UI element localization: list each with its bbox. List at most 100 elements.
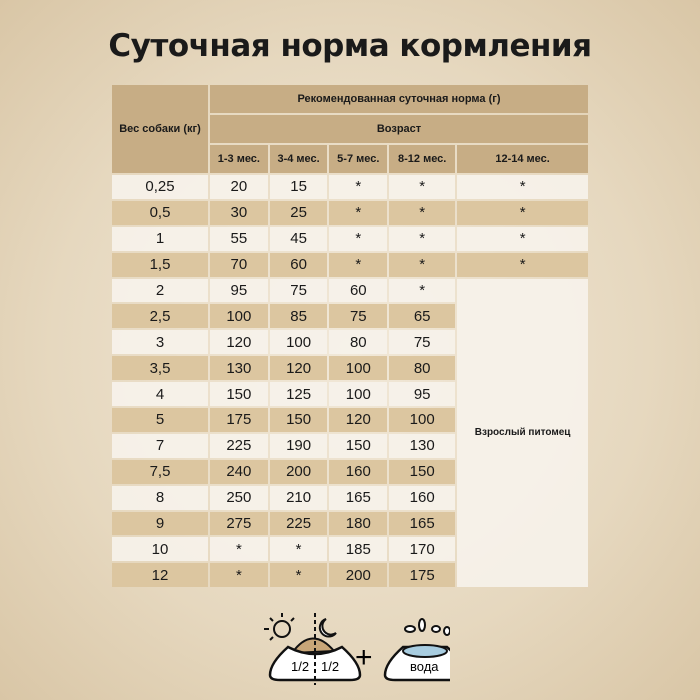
- amount-cell: 15: [269, 175, 328, 199]
- table-row: 9 275 225 180 165: [112, 511, 588, 536]
- age-column-header: 12-14 мес.: [457, 145, 588, 173]
- table-row: 12 * * 200 175: [112, 563, 588, 588]
- water-bowl-icon: [383, 618, 450, 682]
- amount-cell: *: [269, 537, 328, 562]
- amount-cell: 65: [389, 304, 456, 329]
- amount-cell: 60: [269, 252, 328, 277]
- amount-cell: *: [269, 563, 328, 588]
- table-row: 7,5 240 200 160 150: [112, 459, 588, 484]
- amount-cell: 200: [269, 459, 328, 484]
- amount-cell: *: [457, 200, 588, 225]
- page-title: Суточная норма кормления: [108, 28, 592, 64]
- food-bowl-icon: [268, 613, 362, 685]
- amount-cell: *: [457, 252, 588, 277]
- amount-cell: *: [389, 278, 456, 303]
- amount-cell: 95: [210, 278, 268, 303]
- weight-cell: 10: [112, 537, 208, 562]
- amount-cell: 240: [210, 459, 268, 484]
- amount-cell: *: [389, 175, 456, 199]
- amount-cell: 165: [389, 511, 456, 536]
- amount-cell: *: [210, 563, 268, 588]
- amount-cell: 55: [210, 226, 268, 251]
- amount-cell: 225: [269, 511, 328, 536]
- adult-pet-cell: Взрослый питомец: [457, 278, 588, 588]
- weight-cell: 5: [112, 408, 208, 432]
- amount-cell: *: [389, 226, 456, 251]
- amount-cell: 150: [210, 382, 268, 407]
- amount-cell: 210: [269, 485, 328, 510]
- amount-cell: *: [389, 252, 456, 277]
- amount-cell: 60: [329, 278, 388, 303]
- table-row: 10 * * 185 170: [112, 537, 588, 562]
- amount-cell: 150: [329, 433, 388, 458]
- amount-cell: 150: [269, 408, 328, 432]
- half-left-label: 1/2: [291, 659, 309, 674]
- amount-cell: 80: [329, 330, 388, 355]
- recommended-header: Рекомендованная суточная норма (г): [210, 85, 588, 113]
- table-row: 0,5 30 25 * * *: [112, 200, 588, 225]
- weight-cell: 2,5: [112, 304, 208, 329]
- amount-cell: 100: [269, 330, 328, 355]
- amount-cell: *: [329, 226, 388, 251]
- weight-cell: 12: [112, 563, 208, 588]
- amount-cell: 120: [210, 330, 268, 355]
- weight-header: Вес собаки (кг): [112, 85, 208, 173]
- table-row: 0,25 20 15 * * *: [112, 175, 588, 199]
- feeding-table: Вес собаки (кг) Рекомендованная суточная…: [110, 83, 590, 589]
- weight-cell: 1: [112, 226, 208, 251]
- weight-cell: 4: [112, 382, 208, 407]
- age-column-header: 8-12 мес.: [389, 145, 456, 173]
- amount-cell: 100: [389, 408, 456, 432]
- amount-cell: 120: [269, 356, 328, 381]
- table-row: 1 55 45 * * *: [112, 226, 588, 251]
- moon-icon: [318, 618, 337, 638]
- weight-cell: 0,5: [112, 200, 208, 225]
- amount-cell: 100: [210, 304, 268, 329]
- age-column-header: 3-4 мес.: [269, 145, 328, 173]
- weight-cell: 9: [112, 511, 208, 536]
- amount-cell: 95: [389, 382, 456, 407]
- amount-cell: 85: [269, 304, 328, 329]
- amount-cell: *: [457, 226, 588, 251]
- weight-cell: 0,25: [112, 175, 208, 199]
- table-row: 3 120 100 80 75: [112, 330, 588, 355]
- amount-cell: 275: [210, 511, 268, 536]
- amount-cell: 25: [269, 200, 328, 225]
- table-row: 2 95 75 60 * Взрослый питомец: [112, 278, 588, 588]
- table-row: 1,5 70 60 * * *: [112, 252, 588, 277]
- amount-cell: 120: [329, 408, 388, 432]
- amount-cell: *: [389, 200, 456, 225]
- age-column-header: 1-3 мес.: [210, 145, 268, 173]
- amount-cell: *: [457, 175, 588, 199]
- amount-cell: 45: [269, 226, 328, 251]
- amount-cell: 165: [329, 485, 388, 510]
- amount-cell: 75: [329, 304, 388, 329]
- plus-sign: +: [355, 641, 373, 674]
- amount-cell: 20: [210, 175, 268, 199]
- table-row: 3,5 130 120 100 80: [112, 356, 588, 381]
- amount-cell: 170: [389, 537, 456, 562]
- amount-cell: 80: [389, 356, 456, 381]
- amount-cell: 175: [389, 563, 456, 588]
- sun-icon: [264, 613, 295, 641]
- weight-cell: 7,5: [112, 459, 208, 484]
- weight-cell: 3: [112, 330, 208, 355]
- amount-cell: *: [210, 537, 268, 562]
- amount-cell: 30: [210, 200, 268, 225]
- amount-cell: 100: [329, 356, 388, 381]
- amount-cell: 125: [269, 382, 328, 407]
- weight-cell: 3,5: [112, 356, 208, 381]
- amount-cell: *: [329, 252, 388, 277]
- age-header: Возраст: [210, 115, 588, 143]
- amount-cell: 175: [210, 408, 268, 432]
- amount-cell: 250: [210, 485, 268, 510]
- amount-cell: *: [329, 175, 388, 199]
- amount-cell: 200: [329, 563, 388, 588]
- feeding-illustration: 1/2 1/2 + вода: [264, 613, 450, 685]
- half-right-label: 1/2: [321, 659, 339, 674]
- amount-cell: 185: [329, 537, 388, 562]
- age-column-header: 5-7 мес.: [329, 145, 388, 173]
- amount-cell: 150: [389, 459, 456, 484]
- amount-cell: 160: [329, 459, 388, 484]
- water-label: вода: [410, 659, 439, 674]
